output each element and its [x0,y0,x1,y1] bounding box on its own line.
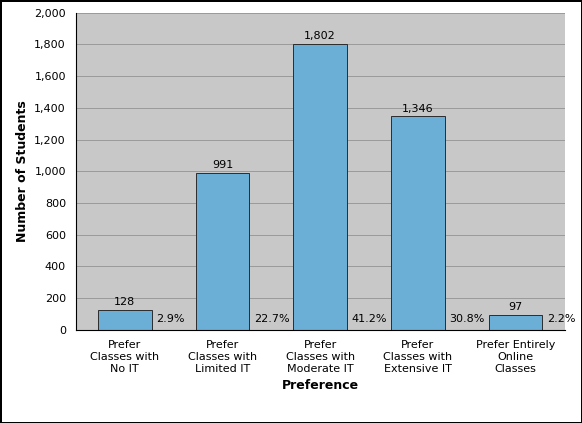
X-axis label: Preference: Preference [282,379,359,392]
Bar [391,116,445,330]
Text: 1,346: 1,346 [402,104,434,113]
Y-axis label: Number of Students: Number of Students [16,100,29,242]
Bar [98,310,151,330]
Text: 2.9%: 2.9% [157,313,185,324]
Text: 97: 97 [508,302,523,312]
Text: 30.8%: 30.8% [449,313,485,324]
Text: 1,802: 1,802 [304,31,336,41]
Text: 128: 128 [114,297,136,307]
Bar [489,315,542,330]
Text: 22.7%: 22.7% [254,313,290,324]
Bar [196,173,249,330]
Text: 991: 991 [212,160,233,170]
Bar [293,44,347,330]
Text: 41.2%: 41.2% [352,313,388,324]
Text: 2.2%: 2.2% [547,313,576,324]
